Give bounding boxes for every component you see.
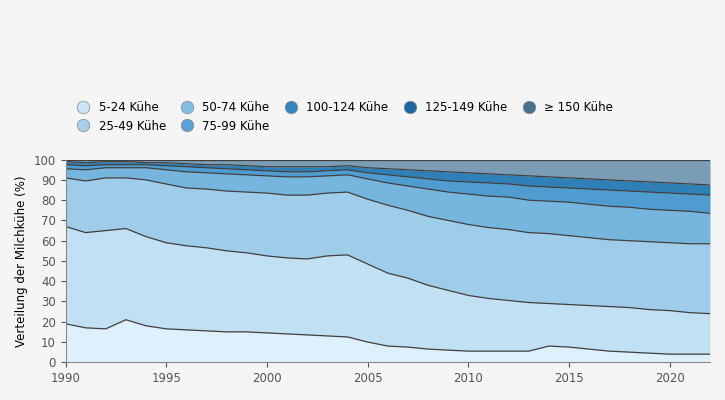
Y-axis label: Verteilung der Milchkühe (%): Verteilung der Milchkühe (%): [15, 175, 28, 347]
Legend: 5-24 Kühe, 25-49 Kühe, 50-74 Kühe, 75-99 Kühe, 100-124 Kühe, 125-149 Kühe, ≥ 150: 5-24 Kühe, 25-49 Kühe, 50-74 Kühe, 75-99…: [72, 101, 613, 133]
